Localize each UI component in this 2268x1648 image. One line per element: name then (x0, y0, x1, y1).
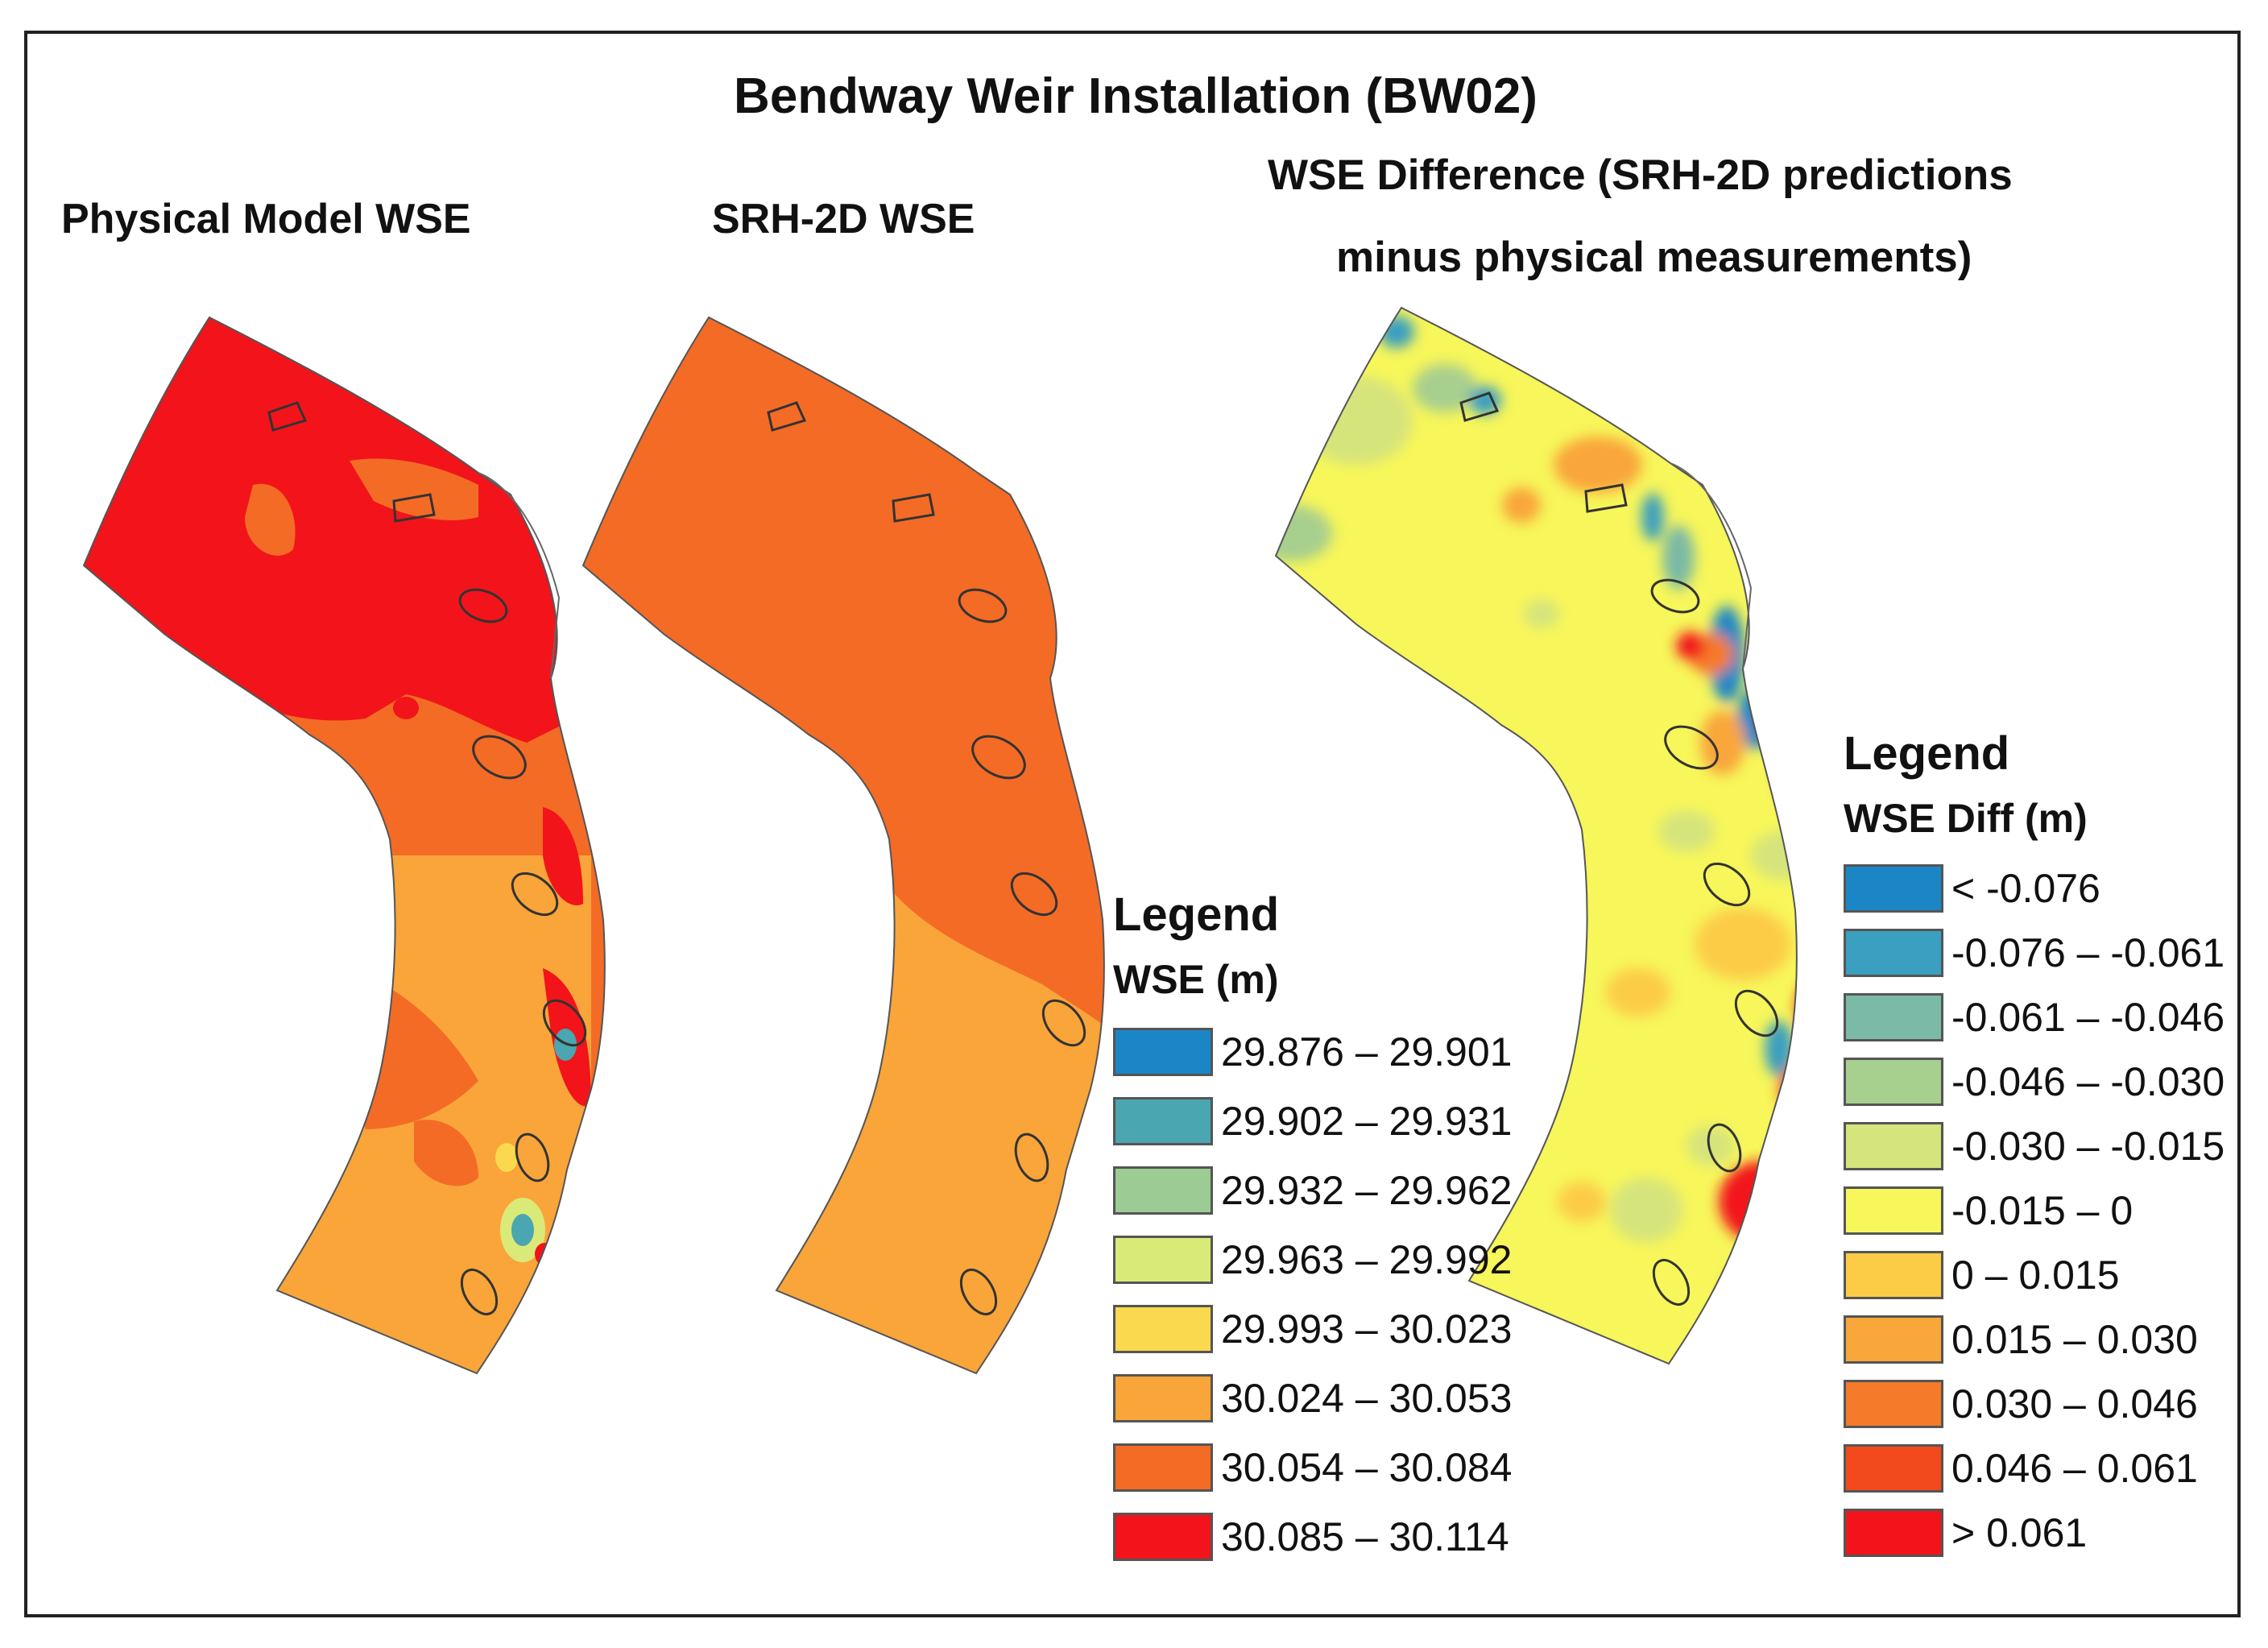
legend-class: 0.015 – 0.030 (1844, 1307, 2225, 1372)
legend-swatch (1844, 1509, 1943, 1557)
figure-title: Bendway Weir Installation (BW02) (734, 68, 1538, 124)
legend-class: < -0.076 (1844, 856, 2225, 921)
legend-class: 0 – 0.015 (1844, 1243, 2225, 1307)
legend-swatch (1113, 1513, 1213, 1561)
diff-legend-subtitle: WSE Diff (m) (1844, 796, 2088, 841)
legend-class: 29.963 – 29.992 (1113, 1225, 1512, 1294)
legend-label: 29.963 – 29.992 (1221, 1237, 1513, 1282)
legend-swatch (1844, 1380, 1943, 1428)
legend-label: 30.024 – 30.053 (1221, 1376, 1513, 1421)
legend-label: 29.876 – 29.901 (1221, 1029, 1513, 1075)
legend-swatch (1844, 1186, 1943, 1235)
legend-swatch (1844, 864, 1943, 913)
legend-swatch (1113, 1097, 1213, 1145)
legend-swatch (1113, 1028, 1213, 1076)
legend-swatch (1113, 1305, 1213, 1353)
legend-label: 29.902 – 29.931 (1221, 1099, 1513, 1144)
legend-class: 29.932 – 29.962 (1113, 1156, 1512, 1225)
legend-swatch (1844, 929, 1943, 977)
legend-swatch (1113, 1443, 1213, 1492)
legend-class: 30.085 – 30.114 (1113, 1502, 1512, 1571)
legend-class: 0.046 – 0.061 (1844, 1436, 2225, 1501)
legend-class: 0.030 – 0.046 (1844, 1372, 2225, 1436)
legend-label: -0.046 – -0.030 (1951, 1059, 2225, 1104)
legend-class: > 0.061 (1844, 1501, 2225, 1565)
legend-swatch (1844, 993, 1943, 1041)
diff-legend-title: Legend (1844, 727, 2010, 780)
legend-label: 0.015 – 0.030 (1951, 1317, 2198, 1362)
legend-class: -0.015 – 0 (1844, 1178, 2225, 1243)
legend-label: 0.046 – 0.061 (1951, 1446, 2198, 1491)
wse-legend-rows: 29.876 – 29.901 29.902 – 29.931 29.932 – 2… (1113, 1017, 1512, 1571)
legend-label: -0.076 – -0.061 (1951, 930, 2225, 975)
legend-class: 30.054 – 30.084 (1113, 1433, 1512, 1502)
legend-class: 30.024 – 30.053 (1113, 1364, 1512, 1433)
legend-label: 30.085 – 30.114 (1221, 1514, 1509, 1559)
wse-legend-subtitle: WSE (m) (1113, 957, 1279, 1002)
legend-swatch (1844, 1058, 1943, 1106)
panel-title-physical: Physical Model WSE (61, 196, 471, 242)
legend-label: -0.015 – 0 (1951, 1188, 2133, 1233)
legend-class: 29.993 – 30.023 (1113, 1294, 1512, 1364)
legend-swatch (1113, 1236, 1213, 1284)
panel-title-srh: SRH-2D WSE (712, 196, 975, 242)
map-panels (83, 307, 1798, 1374)
legend-class: 29.876 – 29.901 (1113, 1017, 1512, 1087)
legend-class: -0.030 – -0.015 (1844, 1114, 2225, 1178)
legend-label: < -0.076 (1951, 866, 2100, 911)
physical-model-map (83, 317, 606, 1374)
legend-swatch (1844, 1251, 1943, 1299)
legend-swatch (1844, 1122, 1943, 1170)
legend-label: 29.932 – 29.962 (1221, 1168, 1513, 1213)
legend-swatch (1113, 1374, 1213, 1422)
legend-label: 29.993 – 30.023 (1221, 1306, 1513, 1352)
legend-label: 0 – 0.015 (1951, 1253, 2120, 1298)
legend-class: 29.902 – 29.931 (1113, 1087, 1512, 1156)
figure-frame: Bendway Weir Installation (BW02) Physica… (24, 31, 2241, 1617)
legend-label: -0.030 – -0.015 (1951, 1124, 2225, 1169)
legend-swatch (1844, 1444, 1943, 1493)
legend-class: -0.061 – -0.046 (1844, 985, 2225, 1050)
legend-label: 30.054 – 30.084 (1221, 1445, 1513, 1490)
legend-swatch (1844, 1315, 1943, 1364)
diff-legend-rows: < -0.076 -0.076 – -0.061 -0.061 – -0.046 -0… (1844, 856, 2225, 1565)
legend-label: -0.061 – -0.046 (1951, 995, 2225, 1040)
wse-legend: Legend WSE (m) 29.876 – 29.901 29.902 – 2… (1113, 888, 1512, 1571)
panel-title-difference-line1: WSE Difference (SRH-2D predictions (1268, 151, 2013, 199)
legend-label: > 0.061 (1951, 1510, 2088, 1555)
panel-title-difference-line2: minus physical measurements) (1336, 234, 1972, 281)
wse-legend-title: Legend (1113, 888, 1280, 941)
legend-class: -0.046 – -0.030 (1844, 1050, 2225, 1114)
legend-class: -0.076 – -0.061 (1844, 921, 2225, 985)
diff-legend: Legend WSE Diff (m) < -0.076 -0.076 – -0.… (1844, 727, 2225, 1565)
legend-label: 0.030 – 0.046 (1951, 1381, 2198, 1426)
legend-swatch (1113, 1166, 1213, 1215)
